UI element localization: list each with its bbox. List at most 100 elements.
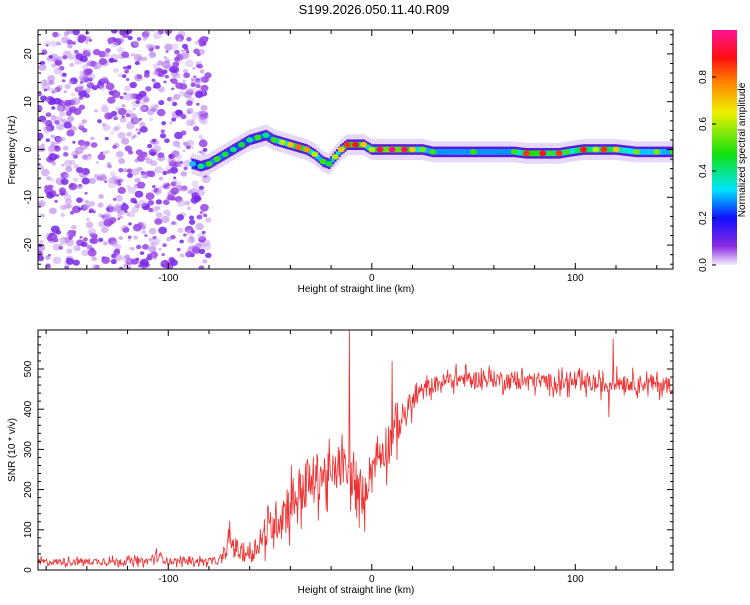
noise-blob (120, 203, 129, 211)
ridge-mid (588, 146, 591, 153)
noise-blob (174, 49, 180, 55)
noise-blob (56, 193, 60, 197)
ridge-point (539, 150, 547, 157)
x-tick-label: 100 (567, 574, 584, 585)
noise-blob (50, 178, 55, 182)
noise-blob (115, 195, 123, 202)
noise-blob (50, 114, 57, 121)
noise-blob (54, 59, 63, 66)
noise-blob (142, 244, 149, 250)
ridge-mid (519, 149, 522, 156)
noise-blob (87, 73, 96, 80)
noise-blob (81, 119, 87, 124)
noise-blob (183, 141, 190, 147)
noise-blob (166, 169, 172, 174)
y-tick-label: -20 (23, 237, 34, 252)
noise-blob (131, 258, 139, 265)
ridge-mid (443, 149, 447, 155)
noise-blob (71, 97, 81, 106)
noise-blob (124, 210, 128, 214)
ridge-point (303, 146, 311, 153)
noise-blob (90, 142, 98, 148)
y-tick-label: -10 (23, 190, 34, 205)
noise-blob (202, 259, 208, 264)
noise-blob (180, 52, 189, 60)
noise-blob (156, 108, 166, 117)
noise-blob (38, 201, 41, 206)
noise-blob (119, 95, 124, 100)
noise-blob (145, 86, 152, 92)
ridge-mid (449, 149, 453, 155)
noise-blob (57, 55, 64, 61)
noise-blob (198, 150, 202, 154)
noise-blob (125, 77, 130, 81)
noise-blob (187, 236, 196, 244)
noise-blob (62, 55, 68, 60)
noise-blob (146, 256, 150, 260)
noise-blob (197, 232, 206, 240)
y-tick-label: 400 (23, 400, 34, 417)
noise-blob (198, 265, 205, 269)
noise-blob (152, 185, 156, 189)
noise-blob (190, 82, 196, 88)
noise-blob (195, 61, 200, 65)
y-tick-label: 500 (23, 360, 34, 377)
noise-blob (52, 256, 62, 265)
noise-blob (174, 72, 181, 79)
noise-blob (146, 108, 155, 116)
noise-blob (125, 113, 131, 118)
ridge-mid (386, 146, 390, 153)
noise-blob (117, 131, 126, 139)
noise-blob (65, 257, 74, 265)
noise-blob (105, 82, 115, 91)
noise-blob (147, 170, 156, 178)
noise-blob (161, 121, 167, 126)
ridge-mid (488, 149, 492, 155)
noise-blob (38, 63, 47, 71)
ridge-point (221, 151, 229, 158)
ridge-mid (331, 156, 335, 162)
noise-blob (85, 68, 93, 75)
noise-blob (68, 236, 73, 240)
noise-blob (88, 210, 92, 214)
ridge-mid (498, 149, 502, 155)
noise-blob (112, 68, 119, 74)
noise-blob (104, 112, 113, 120)
ridge-mid (415, 146, 418, 153)
noise-blob (186, 206, 192, 211)
noise-blob (171, 117, 177, 122)
noise-blob (40, 95, 47, 102)
noise-blob (38, 145, 46, 153)
ridge-point (343, 141, 351, 148)
noise-blob (46, 99, 50, 103)
noise-blob (61, 163, 65, 167)
noise-blob (113, 142, 120, 149)
noise-blob (105, 48, 111, 53)
noise-blob (72, 140, 76, 144)
ridge-mid (667, 149, 671, 155)
noise-blob (123, 263, 129, 268)
noise-blob (186, 50, 190, 54)
noise-blob (65, 165, 73, 173)
noise-blob (65, 110, 72, 117)
y-tick-label: 300 (23, 441, 34, 458)
noise-blob (123, 168, 129, 173)
ridge-point (408, 146, 416, 153)
noise-blob (101, 256, 111, 264)
noise-blob (148, 245, 157, 253)
noise-blob (118, 236, 124, 240)
noise-blob (142, 37, 147, 41)
noise-blob (45, 44, 49, 47)
ridge-mid (545, 150, 549, 157)
ridge-mid (203, 162, 207, 168)
ridge-mid (358, 141, 361, 148)
noise-blob (49, 40, 58, 47)
ridge-mid (645, 149, 648, 155)
noise-blob (65, 233, 70, 237)
noise-blob (127, 150, 134, 155)
noise-blob (131, 206, 140, 213)
noise-blob (157, 154, 166, 162)
noise-blob (51, 162, 56, 167)
ridge-mid (301, 145, 304, 152)
noise-blob (84, 41, 89, 45)
